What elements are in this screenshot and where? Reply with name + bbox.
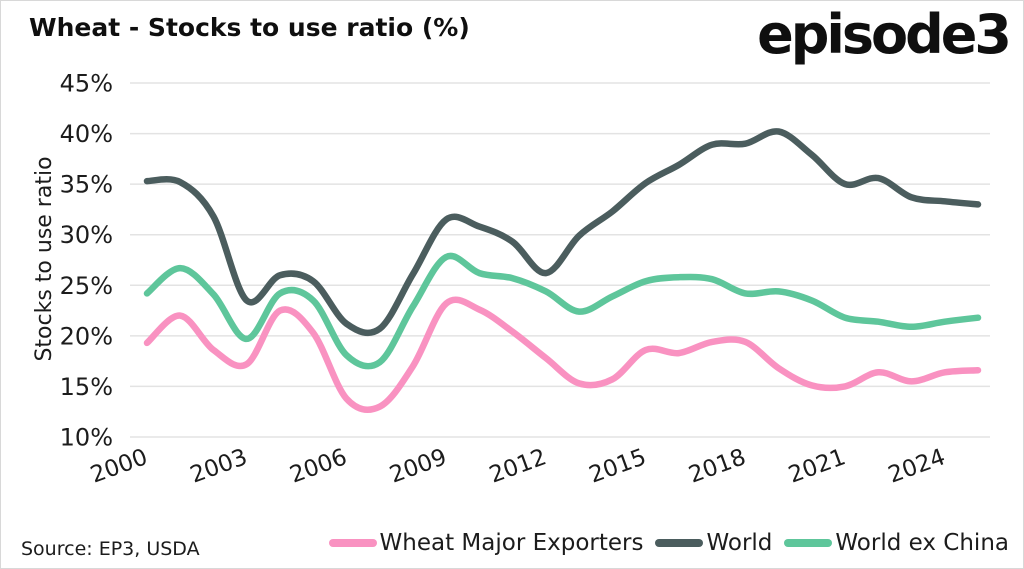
y-tick-label: 10% [60,424,113,452]
legend-label-world: World [706,530,773,556]
x-tick-label: 2009 [386,444,450,488]
episode3-logo: episode3 [757,3,1012,66]
chart-legend: Wheat Major Exporters World World ex China [328,528,1009,558]
y-tick-label: 35% [60,171,113,199]
series-line-world [143,128,982,337]
series-line-wheat-major-exporters [143,296,982,413]
legend-item-world-ex-china: World ex China [784,530,1009,556]
y-tick-label: 45% [60,70,113,98]
legend-swatch-wheat-major-exporters [328,539,377,547]
legend-label-world-ex-china: World ex China [835,530,1009,556]
x-tick-label: 2006 [287,444,351,488]
legend-swatch-world-ex-china [784,539,833,547]
x-tick-label: 2018 [685,444,749,488]
y-tick-label: 40% [60,120,113,148]
legend-item-wheat-major-exporters: Wheat Major Exporters [328,530,644,556]
series-line-world-ex-china [143,252,982,370]
legend-item-world: World [655,530,772,556]
x-tick-label: 2003 [187,444,251,488]
x-tick-label: 2015 [586,444,650,488]
x-tick-label: 2012 [486,444,550,488]
x-tick-label: 2021 [785,444,849,488]
source-caption: Source: EP3, USDA [21,538,200,560]
y-tick-label: 30% [60,221,113,249]
chart-title: Wheat - Stocks to use ratio (%) [29,13,470,42]
y-tick-label: 25% [60,272,113,300]
wheat-stocks-to-use-chart: 10%15%20%25%30%35%40%45%2000 2003 2006 2009… [32,70,990,489]
y-tick-label: 15% [60,373,113,401]
y-axis-title: Stocks to use ratio [32,156,57,361]
x-tick-label: 2024 [885,444,949,488]
y-tick-label: 20% [60,322,113,350]
legend-label-wheat-major-exporters: Wheat Major Exporters [379,530,644,556]
legend-swatch-world [655,539,704,547]
